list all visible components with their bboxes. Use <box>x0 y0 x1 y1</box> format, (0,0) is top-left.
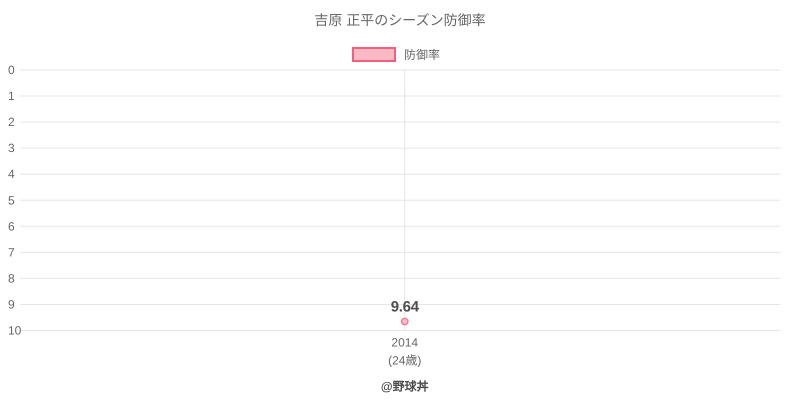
svg-text:2014: 2014 <box>391 336 418 350</box>
svg-text:4: 4 <box>8 167 15 181</box>
svg-text:0: 0 <box>8 63 15 77</box>
svg-text:5: 5 <box>8 193 15 207</box>
svg-text:10: 10 <box>8 324 22 338</box>
svg-text:1: 1 <box>8 89 15 103</box>
svg-text:9: 9 <box>8 297 15 311</box>
svg-text:(24歳): (24歳) <box>388 354 421 368</box>
svg-text:7: 7 <box>8 245 15 259</box>
svg-text:3: 3 <box>8 141 15 155</box>
svg-text:6: 6 <box>8 219 15 233</box>
svg-text:9.64: 9.64 <box>391 299 420 316</box>
svg-text:2: 2 <box>8 115 15 129</box>
svg-text:@野球丼: @野球丼 <box>381 380 429 394</box>
svg-text:8: 8 <box>8 271 15 285</box>
